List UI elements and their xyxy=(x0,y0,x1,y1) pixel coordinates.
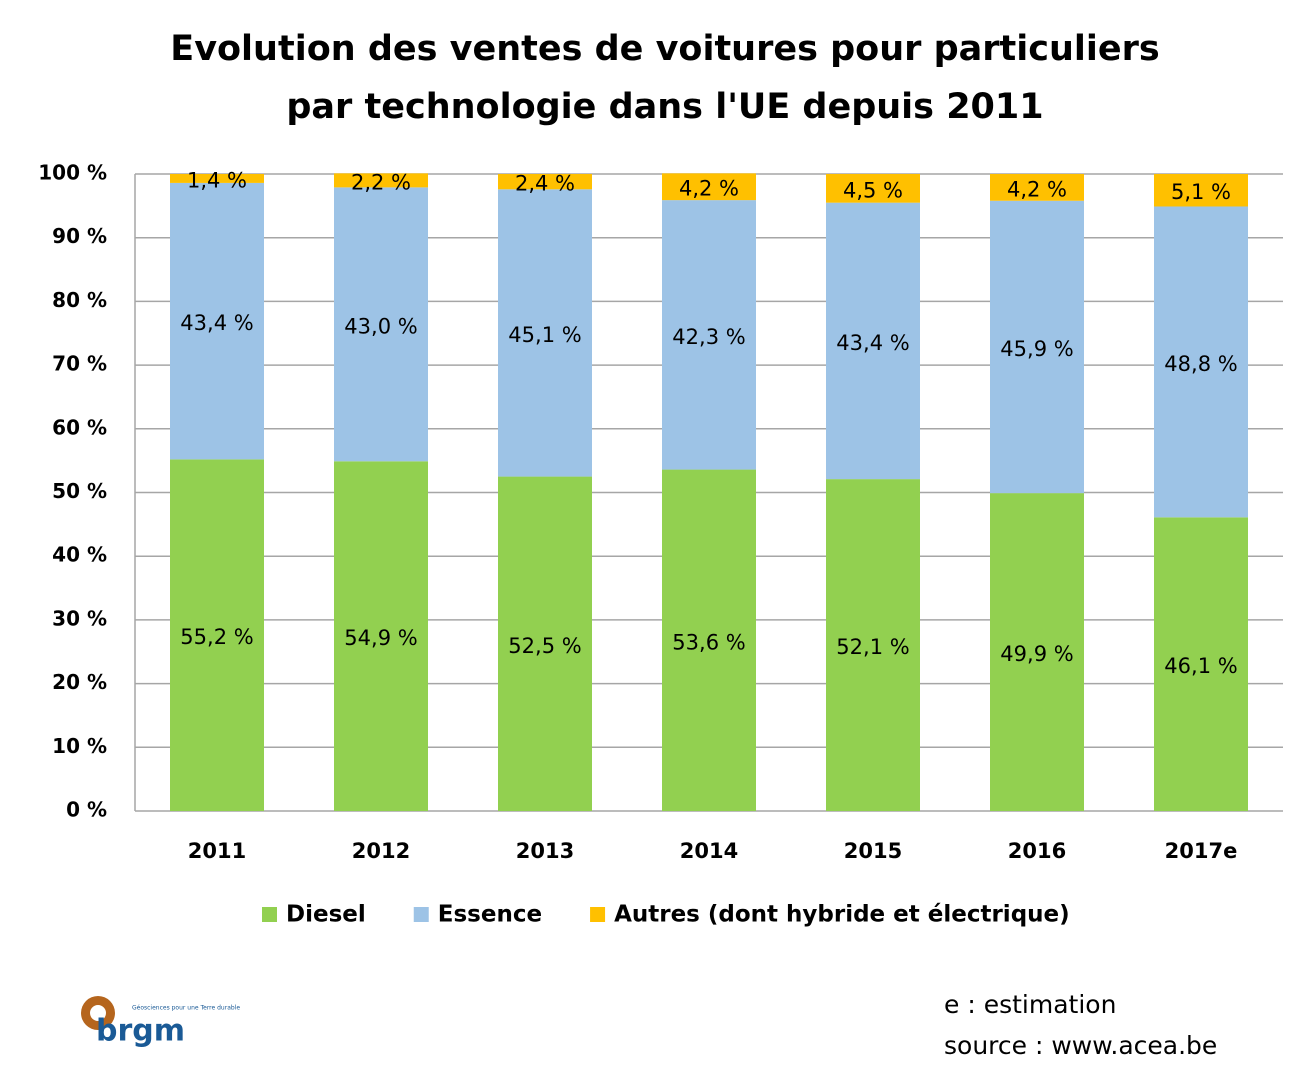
data-label: 54,9 % xyxy=(344,626,417,650)
logo-tagline: Géosciences pour une Terre durable xyxy=(132,1005,240,1012)
bar-segment xyxy=(826,202,920,480)
x-tick-label: 2017e xyxy=(1165,839,1238,863)
y-tick-label: 0 % xyxy=(66,798,107,822)
bar-segment xyxy=(1154,174,1248,207)
data-label: 46,1 % xyxy=(1164,654,1237,678)
legend-swatch xyxy=(262,907,277,922)
bar-segment xyxy=(170,174,264,183)
y-tick-label: 20 % xyxy=(52,670,107,694)
x-tick-label: 2015 xyxy=(844,839,902,863)
bar-segment xyxy=(662,200,756,470)
data-label: 53,6 % xyxy=(672,630,745,654)
y-tick-label: 70 % xyxy=(52,352,107,376)
bar-segment xyxy=(1154,206,1248,518)
chart-title: par technologie dans l'UE depuis 2011 xyxy=(286,87,1043,127)
bar-segment xyxy=(170,459,264,811)
data-label: 43,4 % xyxy=(180,311,253,335)
legend-swatch xyxy=(413,907,429,922)
bar-segment xyxy=(498,174,592,190)
data-label: 1,4 % xyxy=(187,168,247,192)
data-label: 52,1 % xyxy=(836,635,909,659)
x-tick-label: 2012 xyxy=(352,839,410,863)
bar-segment xyxy=(170,182,264,460)
x-tick-label: 2013 xyxy=(516,839,574,863)
data-label: 2,4 % xyxy=(515,172,575,196)
data-label: 4,2 % xyxy=(679,177,739,201)
note: source : www.acea.be xyxy=(944,1031,1217,1060)
logo: brgm Géosciences pour une Terre durable xyxy=(81,996,240,1049)
bar-segment xyxy=(334,461,428,811)
legend-label: Diesel xyxy=(286,902,366,928)
y-tick-label: 80 % xyxy=(52,288,107,312)
note: e : estimation xyxy=(944,990,1116,1019)
logo-name: brgm xyxy=(96,1014,185,1049)
bar-segment xyxy=(334,187,428,462)
data-label: 52,5 % xyxy=(508,634,581,658)
legend-label: Essence xyxy=(438,902,542,928)
x-tick-label: 2011 xyxy=(188,839,246,863)
logo-icon xyxy=(90,1005,106,1021)
y-tick-label: 100 % xyxy=(38,161,107,185)
bar-segment xyxy=(334,173,428,188)
bar-segment xyxy=(990,200,1084,494)
data-label: 2,2 % xyxy=(351,170,411,194)
bar-segment xyxy=(826,174,920,203)
bar-segment xyxy=(662,173,756,201)
bar-segment xyxy=(1154,517,1248,811)
y-tick-label: 10 % xyxy=(52,734,107,758)
x-tick-label: 2014 xyxy=(680,839,738,863)
bar-segment xyxy=(826,479,920,811)
bar-segment xyxy=(498,476,592,811)
chart-title: Evolution des ventes de voitures pour pa… xyxy=(170,29,1159,69)
bar-segment xyxy=(990,493,1084,811)
y-tick-label: 30 % xyxy=(52,606,107,630)
data-label: 43,4 % xyxy=(836,331,909,355)
data-label: 55,2 % xyxy=(180,625,253,649)
bar-segment xyxy=(990,174,1084,201)
x-tick-label: 2016 xyxy=(1008,839,1066,863)
legend-swatch xyxy=(590,907,606,922)
data-label: 4,5 % xyxy=(843,178,903,202)
data-label: 45,1 % xyxy=(508,323,581,347)
y-tick-label: 60 % xyxy=(52,415,107,439)
y-tick-label: 90 % xyxy=(52,224,107,248)
data-label: 48,8 % xyxy=(1164,352,1237,376)
y-tick-label: 50 % xyxy=(52,479,107,503)
bar-segment xyxy=(662,469,756,811)
bar-segment xyxy=(498,189,592,477)
data-label: 43,0 % xyxy=(344,314,417,338)
y-tick-label: 40 % xyxy=(52,543,107,567)
data-label: 5,1 % xyxy=(1171,180,1231,204)
data-label: 45,9 % xyxy=(1000,337,1073,361)
legend-label: Autres (dont hybride et électrique) xyxy=(614,902,1070,928)
data-label: 49,9 % xyxy=(1000,642,1073,666)
data-label: 42,3 % xyxy=(672,325,745,349)
data-label: 4,2 % xyxy=(1007,177,1067,201)
